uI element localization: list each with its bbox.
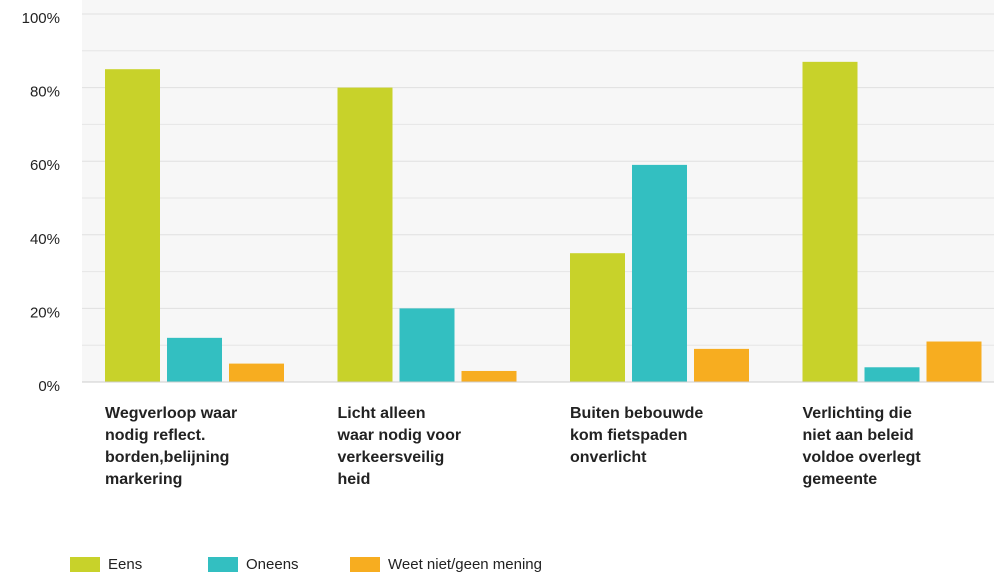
x-tick-label: Verlichting die (803, 405, 912, 422)
bar (802, 61, 858, 383)
x-tick-label: nodig reflect. (105, 427, 205, 444)
x-tick-label: kom fietspaden (570, 427, 687, 444)
x-tick-label: Licht alleen (338, 405, 426, 422)
x-tick-label: verkeersveilig (338, 449, 445, 466)
y-tick-label: 80% (30, 84, 60, 101)
y-tick-label: 60% (30, 157, 60, 174)
bar (105, 69, 160, 382)
bar (694, 348, 749, 382)
bar (864, 367, 920, 382)
bar (399, 308, 455, 382)
x-tick-label: onverlicht (570, 449, 647, 466)
x-tick-label: gemeente (803, 471, 878, 488)
y-tick-label: 100% (22, 10, 60, 27)
bar (926, 341, 982, 382)
bar (632, 164, 687, 382)
legend-swatch (208, 557, 238, 572)
y-tick-label: 20% (30, 304, 60, 321)
x-tick-label: markering (105, 471, 182, 488)
bar (337, 87, 393, 382)
y-tick-label: 40% (30, 231, 60, 248)
y-tick-label: 0% (38, 378, 60, 395)
bar (570, 253, 625, 382)
legend-label: Oneens (246, 556, 299, 573)
x-tick-label: Buiten bebouwde (570, 405, 703, 422)
x-tick-label: niet aan beleid (803, 427, 914, 444)
bar (461, 370, 517, 382)
legend-label: Weet niet/geen mening (388, 556, 542, 573)
x-tick-label: waar nodig voor (337, 427, 462, 444)
x-tick-label: borden,belijning (105, 449, 229, 466)
bar (167, 337, 222, 382)
bar (229, 363, 284, 382)
legend-label: Eens (108, 556, 142, 573)
legend-swatch (70, 557, 100, 572)
x-tick-label: voldoe overlegt (803, 449, 922, 466)
x-tick-label: heid (338, 471, 371, 488)
x-tick-label: Wegverloop waar (105, 405, 237, 422)
legend-swatch (350, 557, 380, 572)
